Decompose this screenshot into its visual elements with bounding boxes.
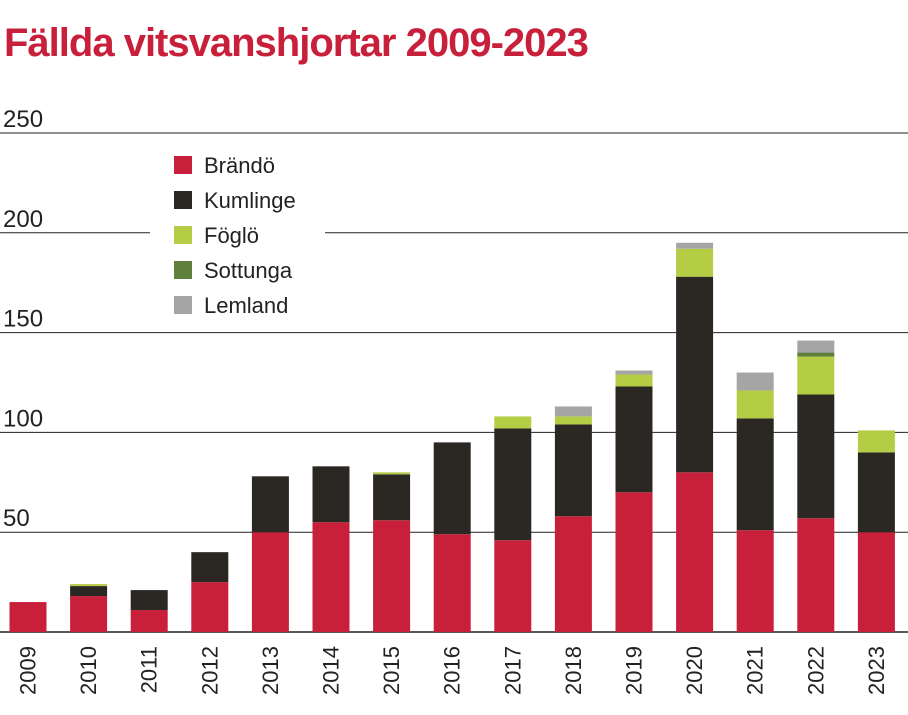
bar-2011-Brändö	[130, 610, 168, 632]
x-axis-ticks: 2009 2010 2011 2012 2013 2014 2015 2016 2017 2018…	[16, 646, 889, 695]
x-tick-label: 2023	[864, 646, 889, 695]
bar-2020-Kumlinge	[676, 276, 714, 473]
bar-2010-Brändö	[70, 596, 108, 632]
bar-2023-Kumlinge	[857, 452, 895, 533]
bar-2022-Lemland	[797, 340, 835, 353]
bar-2015-Kumlinge	[373, 474, 411, 521]
bar-2023-Föglö	[857, 430, 895, 453]
y-tick-label: 150	[3, 306, 43, 333]
x-tick-label: 2021	[743, 646, 768, 695]
bar-2022-Sottunga	[797, 352, 835, 357]
x-tick-label: 2016	[440, 646, 465, 695]
legend-label: Kumlinge	[204, 188, 296, 213]
bar-2021-Brändö	[736, 530, 774, 632]
bar-2017-Kumlinge	[494, 428, 532, 541]
bar-2022-Föglö	[797, 356, 835, 395]
x-tick-label: 2014	[319, 646, 344, 695]
bar-2023-Brändö	[857, 532, 895, 632]
bar-2020-Föglö	[676, 248, 714, 277]
legend: Brändö Kumlinge Föglö Sottunga Lemland	[174, 153, 296, 318]
legend-swatch	[174, 156, 192, 174]
y-tick-label: 50	[3, 505, 30, 532]
bar-2020-Lemland	[676, 242, 714, 249]
bar-2021-Lemland	[736, 372, 774, 391]
x-tick-label: 2022	[803, 646, 828, 695]
bar-2016-Kumlinge	[433, 442, 471, 535]
bar-2018-Kumlinge	[554, 424, 592, 517]
y-tick-label: 250	[3, 106, 43, 133]
bar-2017-Brändö	[494, 540, 532, 632]
y-axis-ticks: 50 100 150 200 250	[3, 106, 43, 532]
legend-swatch	[174, 261, 192, 279]
bar-2018-Brändö	[554, 516, 592, 632]
bar-2019-Brändö	[615, 492, 653, 632]
bar-2020-Brändö	[676, 472, 714, 632]
legend-swatch	[174, 226, 192, 244]
bar-2019-Föglö	[615, 374, 653, 387]
legend-label: Föglö	[204, 223, 259, 248]
bar-2022-Brändö	[797, 518, 835, 632]
bar-2014-Brändö	[312, 522, 350, 632]
x-tick-label: 2017	[500, 646, 525, 695]
bar-2022-Kumlinge	[797, 394, 835, 519]
bar-2015-Brändö	[373, 520, 411, 632]
x-tick-label: 2011	[137, 646, 162, 693]
bar-2013-Brändö	[251, 532, 289, 632]
bar-2016-Brändö	[433, 534, 471, 632]
bar-2019-Kumlinge	[615, 386, 653, 493]
x-tick-label: 2013	[258, 646, 283, 695]
bar-2010-Kumlinge	[70, 586, 108, 597]
bar-2021-Föglö	[736, 390, 774, 419]
bar-2019-Lemland	[615, 370, 653, 375]
bar-2018-Föglö	[554, 416, 592, 425]
bar-2010-Föglö	[70, 584, 108, 587]
x-tick-label: 2020	[682, 646, 707, 695]
bars	[9, 242, 895, 632]
x-tick-label: 2015	[379, 646, 404, 695]
legend-swatch	[174, 296, 192, 314]
legend-label: Brändö	[204, 153, 275, 178]
chart-title: Fällda vitsvanshjortar 2009-2023	[4, 21, 589, 65]
bar-2012-Kumlinge	[191, 552, 229, 583]
legend-swatch	[174, 191, 192, 209]
x-tick-label: 2009	[16, 646, 41, 695]
x-tick-label: 2018	[561, 646, 586, 695]
legend-label: Lemland	[204, 293, 288, 318]
bar-2013-Kumlinge	[251, 476, 289, 533]
bar-2017-Föglö	[494, 416, 532, 429]
y-tick-label: 100	[3, 405, 43, 432]
bar-2012-Brändö	[191, 582, 229, 632]
bar-2021-Kumlinge	[736, 418, 774, 531]
x-tick-label: 2012	[197, 646, 222, 695]
x-tick-label: 2010	[76, 646, 101, 695]
x-tick-label: 2019	[622, 646, 647, 695]
bar-2014-Kumlinge	[312, 466, 350, 523]
bar-2009-Brändö	[9, 602, 47, 632]
bar-2011-Kumlinge	[130, 590, 168, 611]
bar-2015-Föglö	[373, 472, 411, 475]
y-tick-label: 200	[3, 206, 43, 233]
legend-label: Sottunga	[204, 258, 293, 283]
bar-2018-Lemland	[554, 406, 592, 417]
